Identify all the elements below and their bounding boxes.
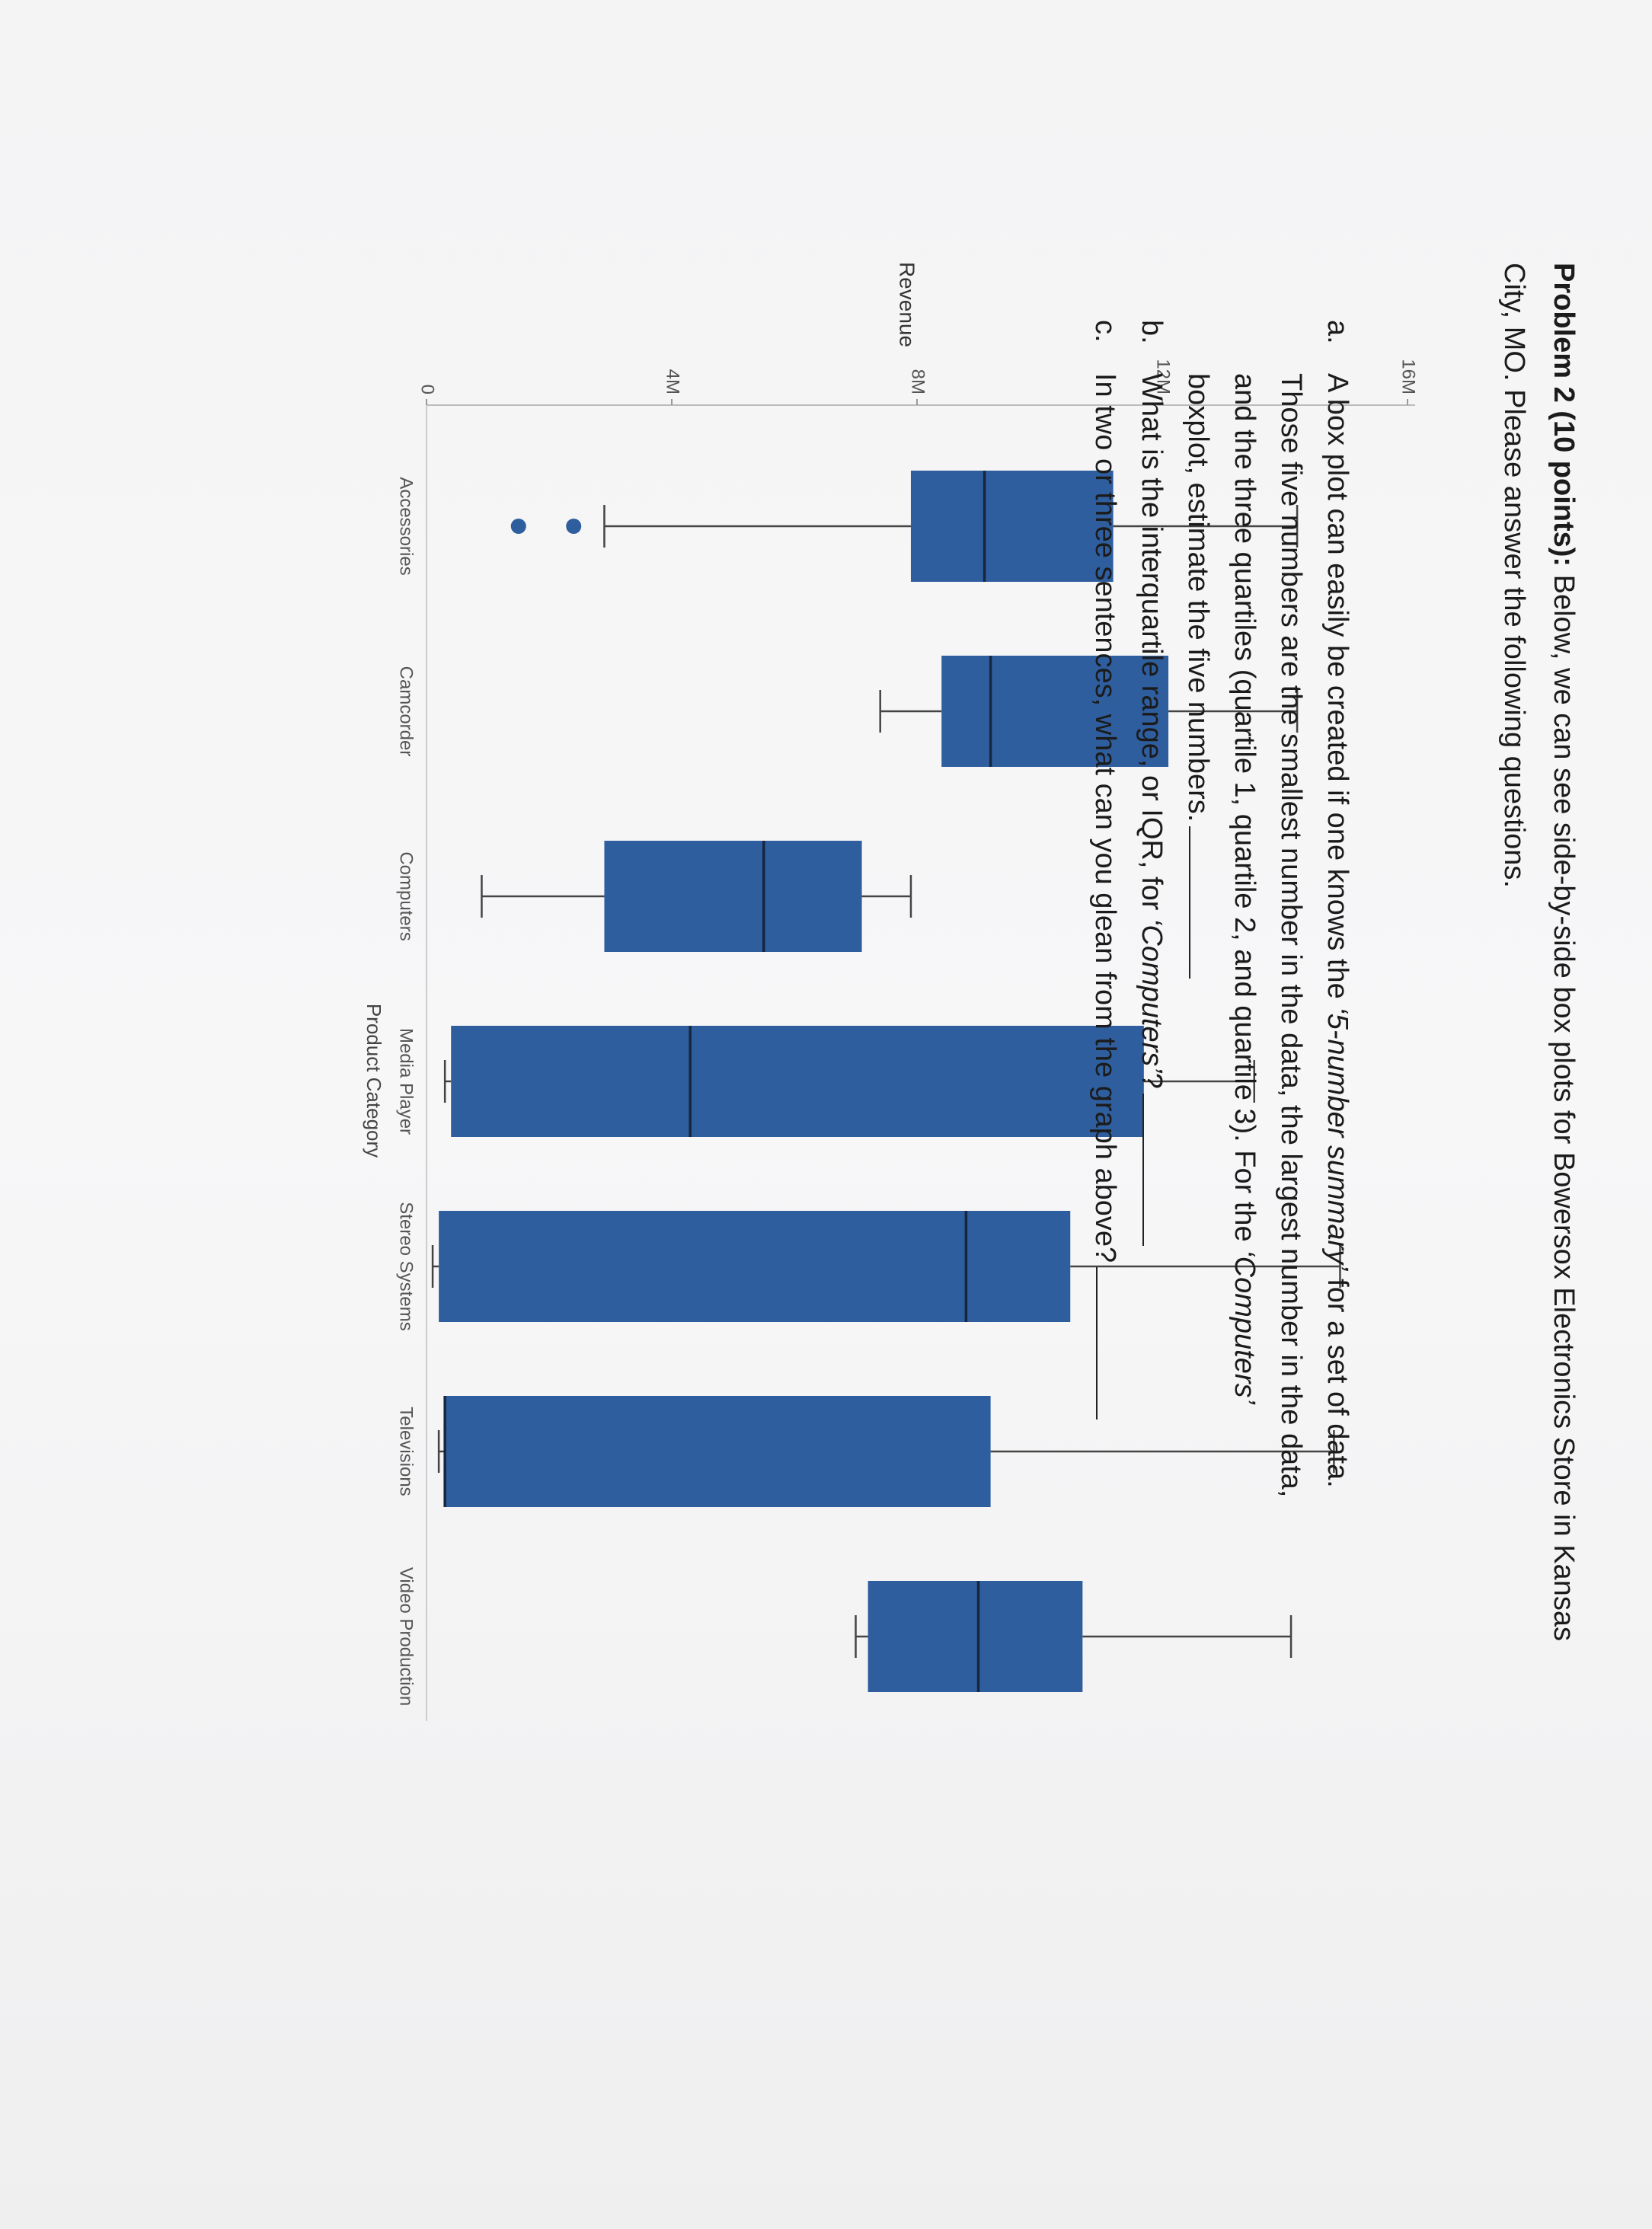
text-segment: In two or three sentences, what can you … [1089,373,1121,1263]
question-label: c. [1089,320,1121,343]
x-axis-label: Product Category [363,1004,385,1158]
text-segment: City, MO. Please answer the following qu… [1498,263,1530,888]
text-segment: for a set of data. [1321,1270,1353,1488]
y-tick-label: 0 [417,385,438,394]
x-tick-label: Video Production [396,1567,417,1706]
box [910,471,1114,582]
box [439,1211,1071,1322]
answer-blank [1189,826,1213,979]
text-line: Those five numbers are the smallest numb… [1274,373,1307,1497]
box [941,656,1169,767]
x-tick-label: Camcorder [396,666,417,757]
y-tick-label: 8M [908,369,928,394]
x-tick-label: Media Player [396,1028,417,1135]
text-segment: Those five numbers are the smallest numb… [1275,373,1307,1498]
text-segment: ‘Computers’ [1229,1250,1261,1404]
box [868,1581,1083,1692]
text-segment: Problem 2 (10 points): [1548,263,1580,567]
text-segment: A box plot can easily be created if one … [1321,373,1353,1008]
x-tick-label: Televisions [396,1407,417,1496]
question-label: b. [1136,320,1168,344]
text-segment: Below, we can see side-by-side box plots… [1548,567,1580,1641]
text-segment: ? [1136,1072,1168,1089]
text-line: A box plot can easily be created if one … [1321,373,1353,1488]
box [445,1396,991,1507]
text-segment: What is the interquartile range, or IQR,… [1136,373,1168,918]
text-segment: and the three quartiles (quartile 1, qua… [1229,373,1261,1250]
answer-blank [1096,1267,1120,1420]
box [451,1026,1144,1137]
y-tick-label: 16M [1398,359,1419,394]
x-tick-label: Computers [396,851,417,940]
y-tick-label: 4M [663,369,683,394]
outlier [566,519,582,534]
text-segment: ‘5-number summary’ [1321,1007,1353,1271]
text-line: City, MO. Please answer the following qu… [1497,263,1530,888]
text-line: and the three quartiles (quartile 1, qua… [1228,373,1261,1404]
x-tick-label: Accessories [396,477,417,575]
outlier [510,519,526,534]
answer-blank [1142,1093,1167,1246]
y-tick-label: 12M [1153,359,1174,394]
y-axis-label: Revenue [896,262,919,347]
question-label: a. [1321,320,1353,344]
text-line: Problem 2 (10 points): Below, we can see… [1547,263,1580,1641]
text-segment: boxplot, estimate the five numbers. [1182,373,1214,822]
text-line: boxplot, estimate the five numbers. [1181,373,1214,979]
box [604,841,862,952]
x-tick-label: Stereo Systems [396,1202,417,1330]
text-line: In two or three sentences, what can you … [1088,373,1121,1420]
text-line: What is the interquartile range, or IQR,… [1135,373,1168,1246]
text-segment: ‘Computers’ [1136,918,1168,1073]
